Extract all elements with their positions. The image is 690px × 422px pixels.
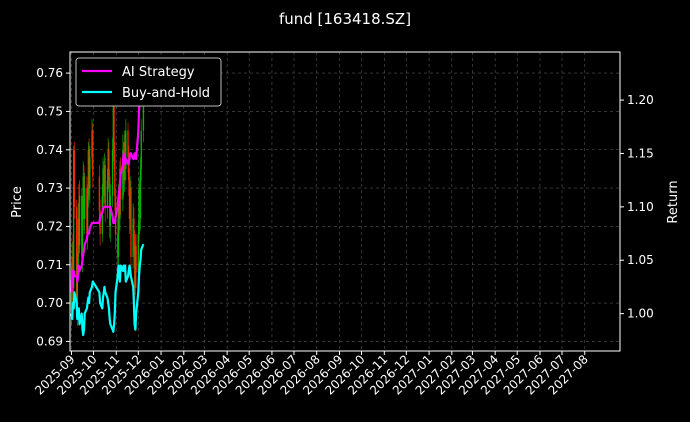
price-bar-body [70, 280, 73, 311]
grid-lines [70, 52, 620, 351]
price-bar-body [106, 180, 109, 208]
price-bar-body [87, 149, 90, 196]
price-bar-body [92, 130, 94, 177]
price-bar-body [113, 103, 115, 150]
price-bar-body [128, 157, 130, 181]
price-bar-body [103, 168, 105, 196]
left-y-tick-label: 0.73 [36, 181, 63, 195]
plot-frame [69, 51, 621, 352]
price-bar-body [130, 188, 132, 258]
right-y-tick-label: 1.05 [627, 253, 654, 267]
price-bar-body [125, 130, 127, 169]
price-bar-body [82, 176, 84, 208]
price-bar-body [75, 207, 78, 311]
price-bar-body [108, 149, 110, 177]
price-bar-body [86, 195, 89, 235]
price-bar-body [127, 130, 129, 158]
price-bar-body [118, 195, 120, 219]
price-bar-body [98, 176, 101, 212]
price-bar-body [129, 188, 131, 219]
price-bar-body [119, 168, 121, 219]
price-bar-body [83, 188, 86, 219]
price-bar-body [128, 180, 131, 219]
price-bar-body [78, 218, 80, 246]
ai-strategy-line [70, 57, 145, 293]
price-bar-body [133, 218, 135, 242]
price-bar-body [81, 195, 83, 258]
return-lines [70, 57, 145, 337]
left-y-tick-label: 0.72 [36, 219, 63, 233]
price-bar-body [139, 188, 141, 219]
price-bar-body [91, 130, 93, 158]
left-y-axis-ticks: 0.69 0.70 0.71 0.72 0.73 0.74 0.75 0.76 [36, 66, 70, 348]
right-y-axis-label: Return [666, 180, 681, 223]
left-y-tick-label: 0.70 [36, 296, 63, 310]
legend-ai-strategy-label: AI Strategy [122, 65, 195, 80]
price-bar-body [114, 149, 116, 196]
left-y-tick-label: 0.69 [36, 334, 63, 348]
price-bars [70, 88, 145, 327]
price-bar-body [77, 218, 79, 265]
price-bar-body [71, 257, 73, 281]
price-bar-body [86, 188, 88, 235]
legend-box [75, 57, 222, 107]
price-bar-body [89, 157, 91, 189]
price-bar-body [104, 165, 106, 208]
price-bar-body [137, 234, 139, 273]
price-bar-body [122, 149, 124, 200]
price-bar-body [117, 234, 119, 258]
price-bar-body [139, 168, 142, 219]
price-bar-body [72, 149, 75, 288]
price-bar-body [78, 195, 81, 246]
price-bar-body [83, 176, 85, 219]
price-bar-body [108, 176, 111, 227]
price-bar-body [111, 149, 114, 196]
price-bar-body [117, 195, 120, 258]
price-bar-body [81, 207, 84, 258]
legend-buy-and-hold-label: Buy-and-Hold [122, 86, 210, 101]
price-bar-body [107, 149, 109, 181]
price-bar-body [134, 245, 137, 288]
left-y-tick-label: 0.76 [36, 66, 63, 80]
right-y-tick-label: 1.00 [627, 307, 654, 321]
price-bar-body [73, 149, 76, 208]
right-y-tick-label: 1.20 [627, 93, 654, 107]
price-bar-body [142, 103, 145, 131]
left-y-tick-label: 0.71 [36, 258, 63, 272]
price-bar-body [88, 149, 90, 189]
right-y-tick-label: 1.15 [627, 146, 654, 160]
buy-and-hold-line [70, 243, 145, 337]
chart-title: fund [163418.SZ] [279, 10, 411, 28]
left-y-axis-label: Price [10, 186, 25, 218]
left-y-tick-label: 0.74 [36, 143, 63, 157]
price-bar-body [132, 218, 134, 258]
price-bar-body [140, 130, 142, 169]
legend: AI Strategy Buy-and-Hold [75, 57, 222, 107]
price-bar-body [112, 103, 115, 150]
price-bar-body [133, 241, 136, 288]
left-y-tick-label: 0.75 [36, 104, 63, 118]
price-bar-body [103, 165, 106, 196]
price-bar-body [135, 245, 137, 273]
price-bar-body [138, 188, 140, 235]
price-bar-body [124, 142, 126, 169]
price-bar-body [76, 264, 79, 311]
right-y-tick-label: 1.10 [627, 200, 654, 214]
right-y-axis-ticks: 1.00 1.05 1.10 1.15 1.20 [620, 93, 654, 321]
price-bar-body [102, 168, 104, 196]
